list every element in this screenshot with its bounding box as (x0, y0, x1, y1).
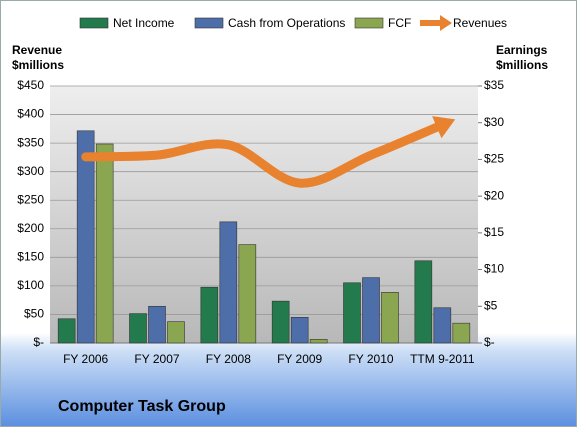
legend-label: FCF (388, 16, 411, 30)
bar (414, 260, 433, 344)
y-tick-label: $- (33, 335, 44, 349)
y-tick-label: $300 (17, 164, 44, 178)
bar (290, 316, 309, 344)
legend-swatch (440, 15, 452, 31)
bar (76, 130, 95, 344)
y-axis-label: Revenue (12, 43, 62, 57)
bar (271, 300, 290, 344)
x-tick-label: FY 2008 (206, 352, 251, 366)
bar (200, 286, 219, 344)
arrow-head (432, 116, 456, 139)
x-tick-label: TTM 9-2011 (410, 352, 475, 366)
y-tick-label: $50 (24, 307, 44, 321)
y-tick-label: $400 (17, 107, 44, 121)
x-tick-label: FY 2007 (134, 352, 179, 366)
bar (362, 277, 380, 344)
bar (148, 305, 166, 344)
bar (95, 143, 114, 344)
bar (343, 282, 361, 344)
chart-title: Computer Task Group (58, 398, 226, 415)
y-tick-label: $450 (17, 78, 44, 92)
y2-tick-label: $10 (484, 262, 504, 276)
y2-tick-label: $35 (484, 78, 504, 92)
y2-tick-label: $5 (484, 298, 498, 312)
legend-label: Cash from Operations (228, 16, 345, 30)
legend-swatch (194, 17, 224, 29)
legend-swatch (79, 17, 109, 29)
y2-tick-label: $- (484, 335, 495, 349)
y-tick-label: $200 (17, 221, 44, 235)
y2-tick-label: $30 (484, 115, 504, 129)
line (81, 120, 447, 188)
bar (167, 321, 185, 344)
x-tick-label: FY 2006 (63, 352, 108, 366)
bar (129, 313, 147, 344)
y2-tick-label: $20 (484, 188, 504, 202)
y-tick-label: $350 (17, 135, 44, 149)
bar (381, 292, 399, 344)
y2-tick-label: $15 (484, 225, 504, 239)
legend-label: Revenues (453, 16, 507, 30)
x-tick-label: FY 2010 (348, 352, 393, 366)
legend-label: Net Income (113, 16, 175, 30)
bar (309, 339, 328, 344)
y-axis-label: $millions (12, 58, 64, 72)
bar (57, 318, 76, 344)
bar (452, 322, 471, 344)
y2-axis-label: $millions (496, 58, 548, 72)
y-tick-label: $250 (17, 192, 44, 206)
y-tick-label: $100 (17, 278, 44, 292)
y2-tick-label: $25 (484, 152, 504, 166)
bar (238, 244, 257, 344)
bar (219, 221, 238, 344)
plot-area (50, 86, 478, 343)
x-tick-label: FY 2009 (277, 352, 322, 366)
y2-axis-label: Earnings (496, 43, 548, 57)
legend-swatch (354, 17, 384, 29)
y-tick-label: $150 (17, 250, 44, 264)
bar (433, 307, 452, 344)
